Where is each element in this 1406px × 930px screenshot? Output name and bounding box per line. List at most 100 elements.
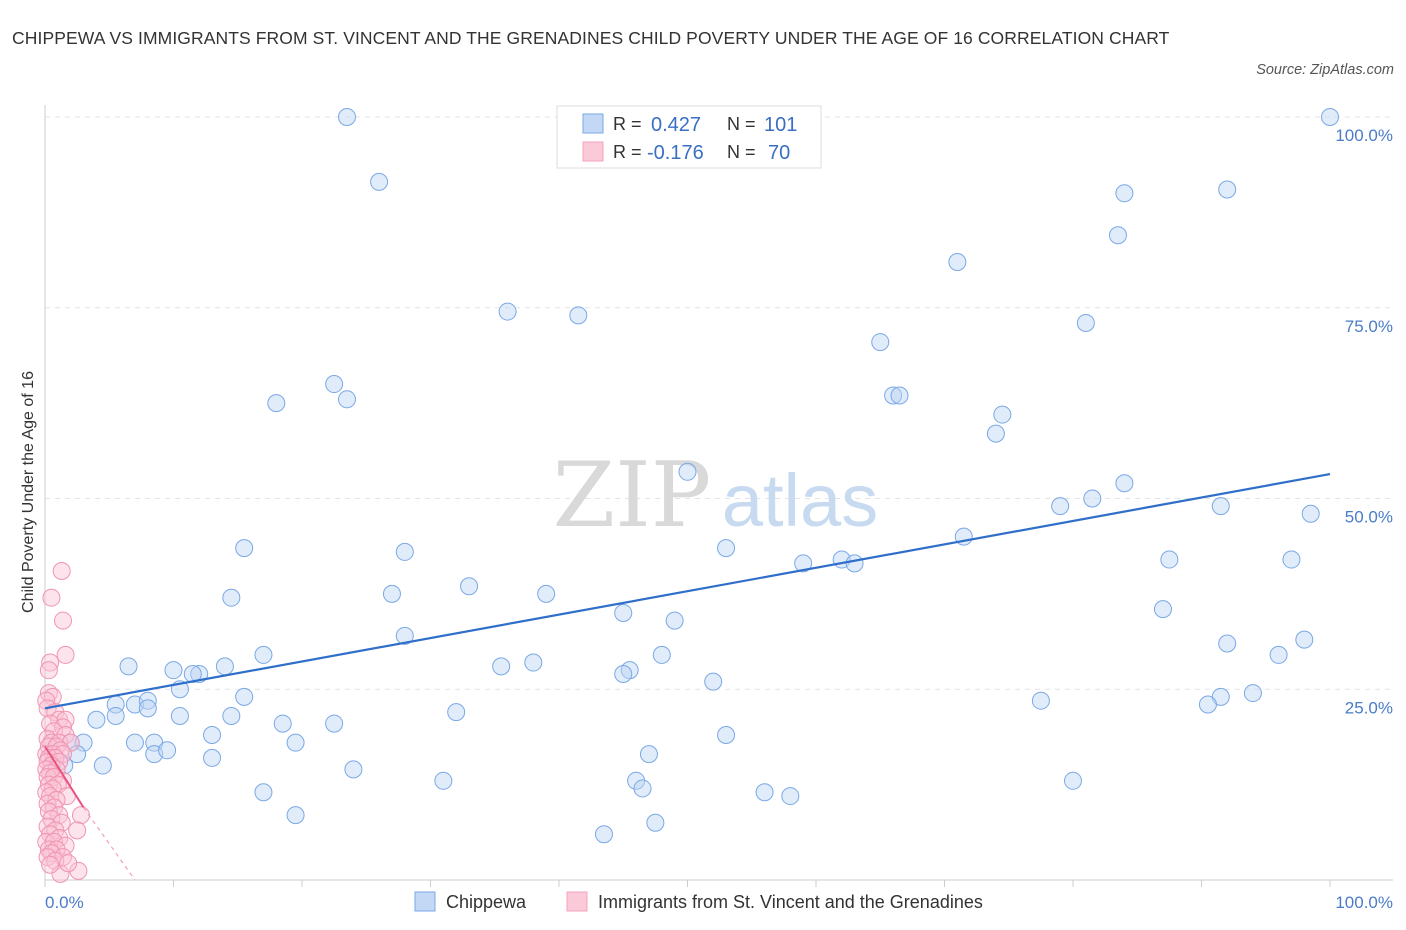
chippewa-point-8 <box>569 306 588 325</box>
chippewa-point-80 <box>286 733 305 752</box>
chippewa-point-2 <box>1115 184 1134 203</box>
chippewa-point-61 <box>1243 684 1262 703</box>
chippewa-point-15 <box>890 386 909 405</box>
chippewa-point-41 <box>1218 634 1237 653</box>
chippewa-point-64 <box>138 691 157 710</box>
chippewa-point-52 <box>215 657 234 676</box>
y-tick-label-100: 100.0% <box>1335 126 1393 145</box>
x-tick-label-min: 0.0% <box>45 893 84 912</box>
legend-r-label-2: R = <box>613 142 642 162</box>
chippewa-point-35 <box>460 577 479 596</box>
legend-r-value-2: -0.176 <box>647 142 704 164</box>
chippewa-point-58 <box>235 687 254 706</box>
chippewa-point-73 <box>203 726 222 745</box>
immigrants-trend-line <box>44 745 85 809</box>
immigrants-point-69 <box>59 854 78 873</box>
immigrants-points <box>37 561 90 883</box>
trend-lines <box>44 473 1331 881</box>
chippewa-point-54 <box>614 664 633 683</box>
chippewa-point-43 <box>1295 630 1314 649</box>
chippewa-point-23 <box>1301 504 1320 523</box>
chippewa-point-37 <box>1153 600 1172 619</box>
immigrants-point-66 <box>69 861 88 880</box>
chippewa-point-95 <box>1064 771 1082 790</box>
chippewa-point-21 <box>1115 474 1134 493</box>
chippewa-point-4 <box>1321 108 1339 126</box>
immigrants-point-35 <box>38 767 57 786</box>
chippewa-trend-line <box>44 473 1331 710</box>
chippewa-point-22 <box>1211 497 1230 516</box>
immigrants-point-50 <box>71 806 90 825</box>
chippewa-point-32 <box>1282 550 1301 569</box>
chippewa-point-65 <box>87 710 106 729</box>
chippewa-point-17 <box>986 424 1005 443</box>
y-axis-label: Child Poverty Under the Age of 16 <box>20 371 37 613</box>
y-tick-labels: 25.0% 50.0% 75.0% 100.0% <box>1335 126 1393 717</box>
legend-n-value-2: 70 <box>768 142 790 164</box>
chippewa-point-98 <box>594 825 613 844</box>
chippewa-point-91 <box>633 779 652 798</box>
watermark-atlas: atlas <box>722 459 878 542</box>
chippewa-point-68 <box>170 706 189 725</box>
x-ticks <box>44 880 1331 887</box>
y-tick-label-50: 50.0% <box>1345 508 1393 527</box>
chippewa-point-45 <box>652 645 671 664</box>
immigrants-point-51 <box>52 813 71 832</box>
chippewa-point-51 <box>190 664 209 683</box>
chippewa-point-69 <box>222 706 241 725</box>
chippewa-point-25 <box>717 539 736 558</box>
chippewa-points <box>42 108 1339 844</box>
series-legend-swatch-chippewa <box>414 891 436 912</box>
chippewa-point-89 <box>434 771 453 790</box>
watermark-zip: ZIP <box>553 443 712 548</box>
chippewa-point-78 <box>125 733 144 752</box>
chippewa-point-42 <box>1269 645 1288 664</box>
legend-swatch-chippewa <box>582 113 604 134</box>
chippewa-point-44 <box>254 645 273 664</box>
immigrants-point-4 <box>41 653 60 672</box>
chippewa-point-20 <box>1051 497 1070 516</box>
chippewa-point-72 <box>447 703 466 722</box>
chippewa-point-9 <box>1076 314 1095 333</box>
chippewa-point-27 <box>395 542 414 561</box>
immigrants-point-2 <box>53 611 72 630</box>
legend-swatch-immigrants <box>582 141 604 162</box>
immigrants-point-5 <box>39 661 58 680</box>
chippewa-point-55 <box>704 672 723 691</box>
chippewa-point-5 <box>1108 226 1127 245</box>
chippewa-point-39 <box>665 611 684 630</box>
chippewa-point-94 <box>254 783 273 802</box>
chippewa-point-87 <box>93 756 112 775</box>
chippewa-point-83 <box>203 748 222 767</box>
chippewa-point-6 <box>948 252 967 271</box>
legend-r-label-1: R = <box>613 114 642 134</box>
chippewa-point-60 <box>1198 695 1217 714</box>
chippewa-point-74 <box>717 726 736 745</box>
chippewa-point-3 <box>1218 180 1237 199</box>
chippewa-point-26 <box>235 539 254 558</box>
chippewa-point-33 <box>222 588 241 607</box>
y-tick-label-75: 75.0% <box>1345 317 1393 336</box>
immigrants-point-3 <box>56 645 75 664</box>
chippewa-point-48 <box>492 657 511 676</box>
chippewa-point-36 <box>537 584 556 603</box>
series-legend-swatch-immigrants <box>566 891 588 912</box>
chippewa-point-96 <box>286 806 305 825</box>
chippewa-point-18 <box>678 462 697 481</box>
immigrants-point-59 <box>56 836 75 855</box>
chippewa-point-31 <box>1160 550 1179 569</box>
watermark: ZIP atlas <box>553 443 878 548</box>
chippewa-point-19 <box>1083 489 1102 508</box>
chart-title: CHIPPEWA VS IMMIGRANTS FROM ST. VINCENT … <box>12 28 1170 48</box>
chippewa-point-7 <box>498 302 517 321</box>
immigrants-point-1 <box>42 588 61 607</box>
chippewa-point-50 <box>164 661 183 680</box>
chippewa-point-92 <box>755 783 774 802</box>
chippewa-point-57 <box>1031 691 1050 710</box>
series-legend-label-chippewa: Chippewa <box>446 892 527 912</box>
chippewa-point-28 <box>794 554 813 573</box>
chippewa-point-67 <box>138 699 157 718</box>
chippewa-point-77 <box>74 733 93 752</box>
legend-r-value-1: 0.427 <box>651 114 701 136</box>
